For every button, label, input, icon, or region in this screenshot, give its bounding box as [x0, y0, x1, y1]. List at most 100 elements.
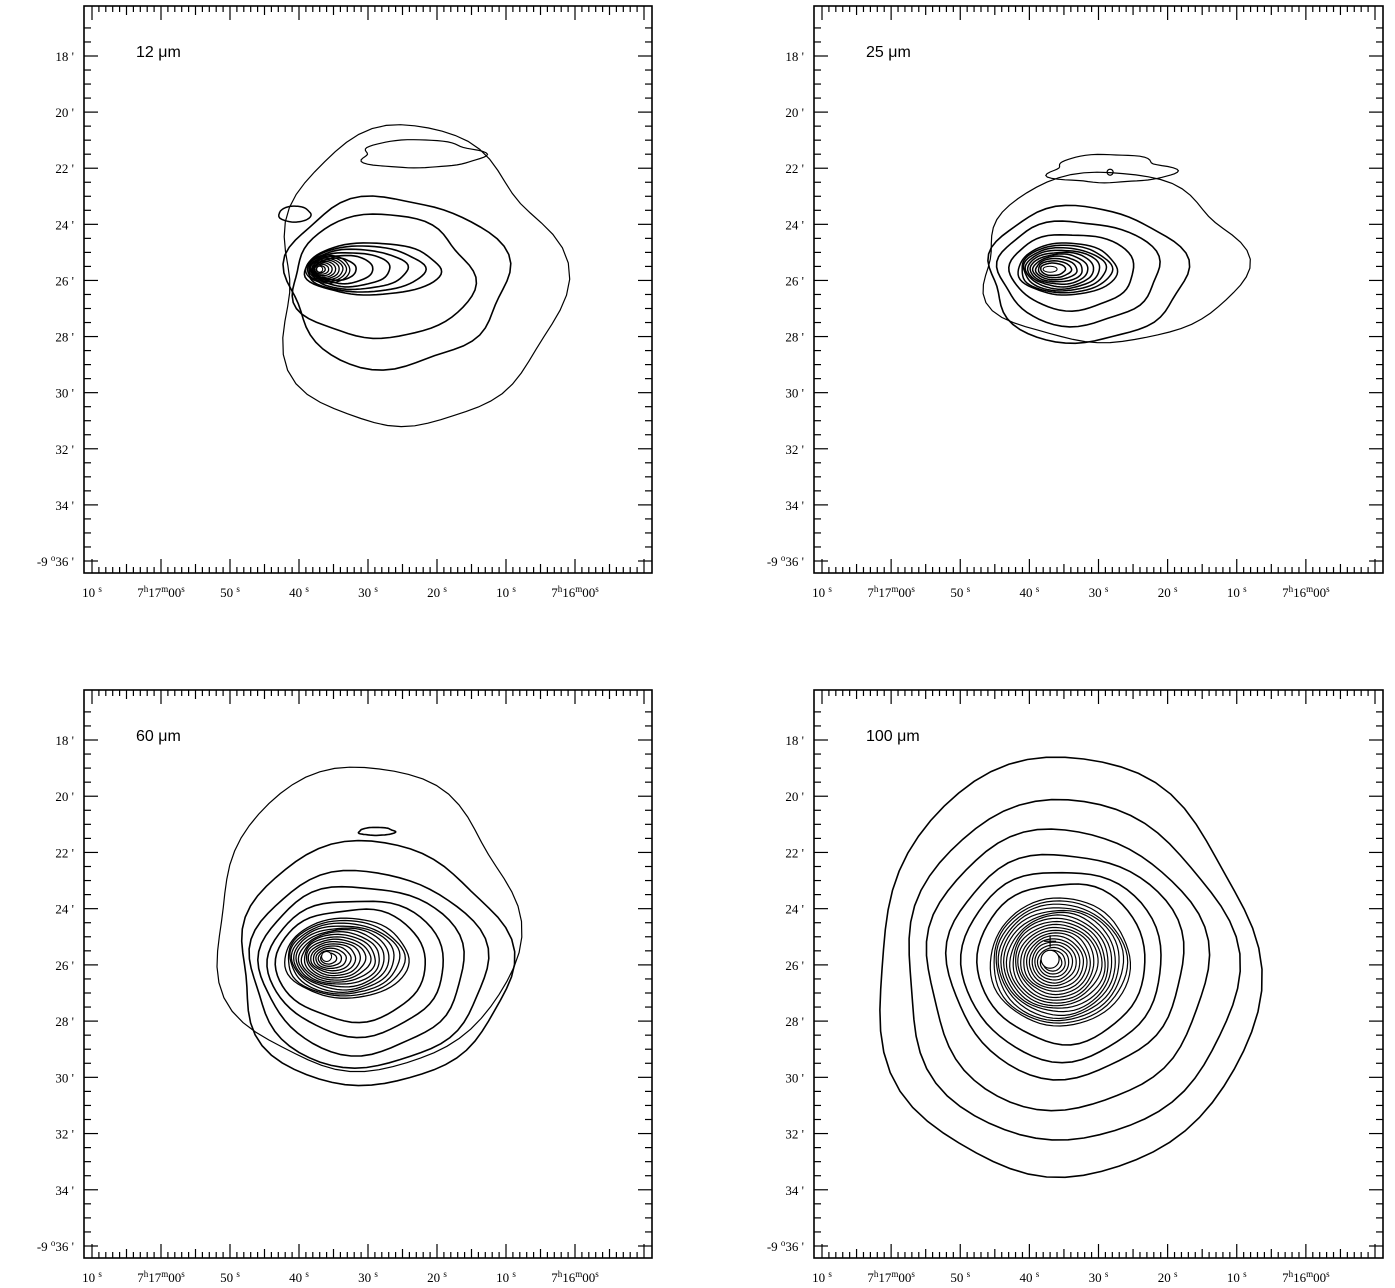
x-tick-label: 7h16m00s: [551, 584, 599, 600]
contour-line: [1040, 262, 1067, 277]
x-tick-label: 50 s: [220, 584, 240, 600]
contour-line: [925, 828, 1211, 1112]
y-tick-label: 24 ': [785, 902, 804, 917]
contour-line: [248, 869, 490, 1070]
contour-line: [959, 871, 1162, 1064]
contour-line: [997, 907, 1120, 1020]
y-tick-label: 32 ': [55, 442, 74, 457]
y-tick-label: 18 ': [785, 49, 804, 64]
y-tick-label: 34 ': [785, 1183, 804, 1198]
y-tick-label: 30 ': [55, 1070, 74, 1085]
contour-line: [310, 260, 337, 278]
contour-line: [297, 930, 380, 985]
contour-line: [1029, 253, 1089, 285]
contour-line: [1005, 914, 1109, 1009]
y-tick-label: 22 ': [785, 161, 804, 176]
y-tick-label: 28 ': [55, 1014, 74, 1029]
x-tick-label: 10 s: [496, 1269, 516, 1285]
y-tick-label: 26 ': [785, 273, 804, 288]
x-tick-label: 7h17m00s: [137, 584, 185, 600]
x-tick-label: 10 s: [812, 584, 832, 600]
y-tick-label: 22 ': [785, 845, 804, 860]
contour-line: [291, 213, 478, 340]
contour-line: [309, 259, 340, 280]
contour-line: [216, 766, 523, 1073]
contour-line: [1007, 233, 1135, 313]
y-tick-label: 34 ': [55, 498, 74, 513]
x-tick-label: 10 s: [82, 584, 102, 600]
contour-line: [1106, 168, 1114, 176]
x-tick-label: 10 s: [812, 1269, 832, 1285]
contour-line: [987, 204, 1191, 345]
contour-line: [295, 928, 385, 988]
x-tick-label: 7h17m00s: [137, 1269, 185, 1285]
contour-line: [1002, 911, 1113, 1013]
contour-line: [944, 853, 1185, 1081]
y-tick-label: 34 ': [785, 498, 804, 513]
contour-line: [274, 908, 426, 1024]
y-tick-label: 24 ': [55, 217, 74, 232]
contour-line: [293, 927, 390, 991]
x-tick-label: 7h17m00s: [867, 584, 915, 600]
contour-line: [1039, 949, 1066, 975]
panel-frame: [83, 5, 653, 574]
x-tick-label: 50 s: [950, 584, 970, 600]
contour-line: [1028, 938, 1081, 987]
contour-set: [278, 124, 571, 428]
y-tick-label: 22 ': [55, 845, 74, 860]
contour-line: [1031, 941, 1077, 984]
y-tick-label: 28 ': [785, 330, 804, 345]
x-tick-label: 40 s: [1019, 1269, 1039, 1285]
contour-line: [1017, 926, 1095, 999]
contour-line: [308, 257, 344, 281]
contour-line: [300, 933, 376, 983]
y-tick-label: 32 ': [55, 1127, 74, 1142]
contour-line: [989, 897, 1131, 1027]
contour-set: [216, 766, 523, 1087]
x-tick-label: 10 s: [496, 584, 516, 600]
y-tick-label: 18 ': [785, 733, 804, 748]
y-tick-label: 24 ': [55, 902, 74, 917]
x-tick-label: 10 s: [82, 1269, 102, 1285]
y-tick-label: 28 ': [785, 1014, 804, 1029]
contour-line: [1031, 255, 1083, 283]
y-tick-label: 20 ': [55, 105, 74, 120]
contour-set: [982, 153, 1251, 345]
panel-1: 18 ' 20 ' 22 ' 24 ' 26 ' 28 ' 30 ' 32 ' 34 ' -9 o…: [37, 5, 653, 600]
contour-line: [320, 952, 338, 965]
contour-line: [256, 885, 465, 1057]
contour-line: [282, 195, 512, 371]
contour-line: [266, 900, 445, 1039]
x-tick-label: 30 s: [1089, 584, 1109, 600]
y-tick-label: 32 ': [785, 442, 804, 457]
x-tick-label: 20 s: [1158, 584, 1178, 600]
x-tick-label: 10 s: [1227, 584, 1247, 600]
panel-title: 100 μm: [866, 728, 920, 745]
panel-frame: [83, 689, 653, 1259]
contour-line: [1025, 935, 1084, 989]
contour-line: [993, 900, 1129, 1024]
contour-line: [1023, 932, 1088, 992]
contour-line: [282, 124, 571, 428]
contour-line: [287, 919, 406, 997]
x-tick-label: 50 s: [220, 1269, 240, 1285]
y-tick-label: 20 ': [785, 789, 804, 804]
y-tick-label: 28 ': [55, 330, 74, 345]
y-origin-label: -9 o36 ': [767, 1238, 804, 1254]
panel-2: 18 ' 20 ' 22 ' 24 ' 26 ' 28 ' 30 ' 32 ' 34 ' -9 o…: [767, 5, 1384, 600]
x-tick-label: 20 s: [427, 1269, 447, 1285]
contour-line: [1034, 257, 1078, 281]
y-tick-label: 20 ': [785, 105, 804, 120]
contour-line: [908, 798, 1242, 1141]
y-tick-label: 34 ': [55, 1183, 74, 1198]
peak-marker: [321, 950, 333, 962]
y-tick-label: 20 ': [55, 789, 74, 804]
contour-line: [305, 254, 351, 284]
contour-line: [313, 263, 330, 275]
y-tick-label: 26 ': [55, 273, 74, 288]
panel-title: 12 μm: [136, 44, 181, 61]
x-tick-label: 30 s: [358, 584, 378, 600]
contour-line: [307, 940, 361, 977]
x-tick-label: 40 s: [289, 1269, 309, 1285]
contour-line: [305, 938, 367, 979]
